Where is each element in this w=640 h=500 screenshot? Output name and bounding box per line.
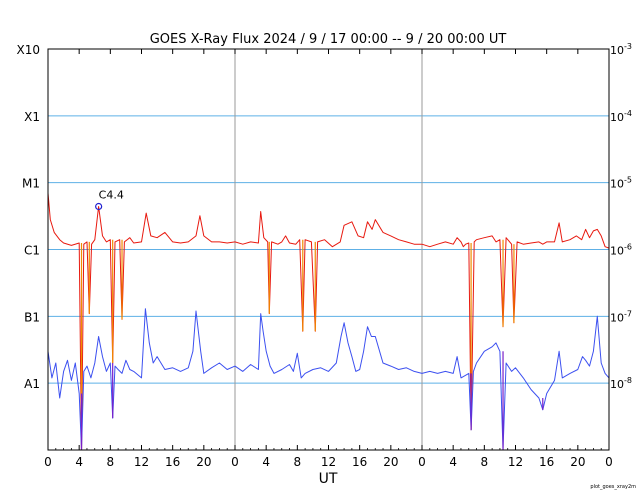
class-label-x1: X1	[24, 110, 40, 124]
x-tick-label: 0	[418, 455, 426, 469]
x-tick-label: 12	[321, 455, 336, 469]
x-tick-label: 16	[352, 455, 367, 469]
x-tick-label: 8	[107, 455, 115, 469]
series-short-line	[47, 308, 610, 451]
x-tick-label: 8	[481, 455, 489, 469]
x-tick-label: 20	[196, 455, 211, 469]
footer-label: plot_goes_xray2m	[590, 484, 636, 490]
x-axis-label: UT	[319, 471, 338, 487]
class-label-b1: B1	[24, 310, 40, 324]
x-tick-label: 12	[508, 455, 523, 469]
class-label-a1: A1	[24, 377, 40, 391]
x-tick-label: 16	[165, 455, 180, 469]
x-tick-label: 16	[539, 455, 554, 469]
x-tick-label: 0	[231, 455, 239, 469]
x-tick-label: 4	[449, 455, 457, 469]
class-label-x10: X10	[17, 43, 41, 57]
peak-annotation: C4.4	[95, 188, 124, 211]
x-tick-label: 4	[75, 455, 83, 469]
flux-label: 10-8	[610, 376, 632, 391]
series-long-line	[47, 192, 610, 451]
flux-label: 10-4	[610, 109, 632, 124]
peak-label: C4.4	[99, 188, 124, 201]
x-tick-label: 20	[383, 455, 398, 469]
axis-ticks: 0 4 8 12 16 20 0 4 8 12 16 20 0 4 8 12 16 20 0	[44, 49, 613, 469]
chart-title: GOES X-Ray Flux 2024 / 9 / 17 00:00 -- 9…	[150, 32, 507, 47]
peak-marker	[95, 202, 103, 211]
x-tick-label: 8	[294, 455, 302, 469]
x-tick-label: 20	[570, 455, 585, 469]
class-labels: A1 B1 C1 M1 X1 X10	[17, 43, 41, 391]
x-tick-label: 4	[262, 455, 270, 469]
flux-labels: 10-8 10-7 10-6 10-5 10-4 10-3	[610, 42, 632, 391]
flux-label: 10-5	[610, 176, 632, 191]
flux-label: 10-7	[610, 309, 632, 324]
class-label-m1: M1	[22, 177, 40, 191]
flux-label: 10-6	[610, 243, 632, 258]
class-label-c1: C1	[24, 244, 40, 258]
flux-series	[47, 192, 610, 451]
x-tick-label: 0	[605, 455, 613, 469]
flux-label: 10-3	[610, 42, 632, 57]
day-separators	[234, 49, 423, 450]
class-gridlines	[48, 115, 609, 384]
x-tick-label: 0	[44, 455, 52, 469]
x-tick-label: 12	[134, 455, 149, 469]
